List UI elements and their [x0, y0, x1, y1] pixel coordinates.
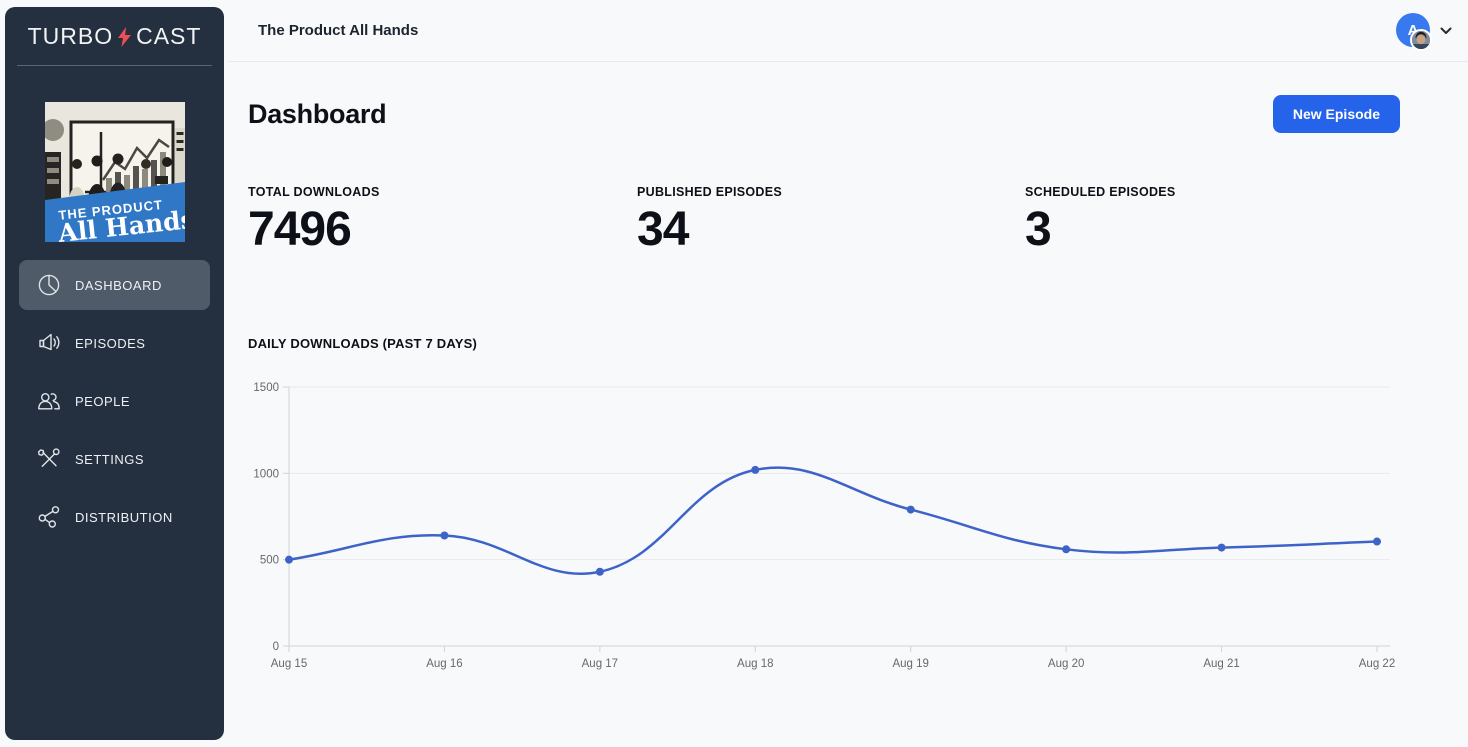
tools-icon [37, 448, 60, 467]
podcast-title: The Product All Hands [258, 22, 419, 39]
lightning-bolt-icon [118, 26, 132, 47]
dashboard-content: Dashboard New Episode TOTAL DOWNLOADS 74… [228, 95, 1468, 679]
app-logo: TURBO CAST [5, 23, 224, 50]
sidebar-item-dashboard[interactable]: DASHBOARD [19, 260, 210, 310]
topbar: The Product All Hands A [228, 0, 1468, 62]
logo-text-cast: CAST [136, 23, 202, 49]
megaphone-icon [39, 333, 60, 351]
svg-text:1000: 1000 [253, 468, 279, 480]
cover-banner [44, 182, 185, 242]
people-icon [38, 393, 60, 410]
svg-text:0: 0 [273, 641, 279, 653]
logo-text-turbo: TURBO [27, 23, 114, 49]
stat-scheduled-episodes: SCHEDULED EPISODES 3 [1025, 185, 1400, 254]
downloads-chart-section: DAILY DOWNLOADS (PAST 7 DAYS) 0 500 1000 15… [248, 336, 1400, 679]
svg-text:Aug 16: Aug 16 [426, 658, 462, 670]
stat-value: 3 [1025, 203, 1052, 256]
chevron-down-icon[interactable] [1440, 27, 1452, 35]
svg-text:1500: 1500 [253, 382, 279, 394]
sidebar-item-label: DISTRIBUTION [75, 509, 173, 525]
downloads-chart[interactable]: 0 500 1000 1500 Aug 15 Aug 16 Aug 17 Aug 18 Aug … [248, 379, 1400, 679]
share-icon [38, 506, 60, 528]
pie-chart-icon [38, 274, 60, 296]
podcast-cover-art: THE PRODUCT All Hands [44, 102, 185, 242]
stat-published-episodes: PUBLISHED EPISODES 34 [637, 185, 1025, 254]
stat-total-downloads: TOTAL DOWNLOADS 7496 [248, 185, 637, 254]
sidebar-item-label: SETTINGS [75, 451, 145, 467]
page-title: Dashboard [248, 98, 387, 129]
sidebar-nav: DASHBOARD EPISODES PEOPLE [5, 260, 224, 542]
svg-text:Aug 19: Aug 19 [892, 658, 928, 670]
main-area: The Product All Hands A Dashboard [228, 0, 1468, 747]
sidebar-item-label: EPISODES [75, 335, 146, 351]
account-menu: A [1396, 8, 1458, 53]
svg-text:Aug 18: Aug 18 [737, 658, 773, 670]
stat-label: TOTAL DOWNLOADS [248, 185, 380, 199]
sidebar-divider [17, 65, 212, 66]
sidebar: TURBO CAST [5, 7, 224, 740]
svg-text:Aug 17: Aug 17 [582, 658, 618, 670]
avatar-photo [1410, 29, 1432, 51]
svg-text:Aug 15: Aug 15 [271, 658, 307, 670]
chart-title: DAILY DOWNLOADS (PAST 7 DAYS) [248, 336, 477, 351]
stats-row: TOTAL DOWNLOADS 7496 PUBLISHED EPISODES … [248, 185, 1400, 254]
avatar[interactable]: A [1396, 13, 1434, 53]
svg-text:Aug 22: Aug 22 [1359, 658, 1395, 670]
stat-value: 34 [637, 203, 689, 256]
sidebar-item-label: PEOPLE [75, 393, 131, 409]
svg-text:500: 500 [260, 555, 279, 567]
sidebar-item-episodes[interactable]: EPISODES [19, 318, 210, 368]
stat-value: 7496 [248, 203, 352, 256]
stat-label: SCHEDULED EPISODES [1025, 185, 1176, 199]
sidebar-item-settings[interactable]: SETTINGS [19, 434, 210, 484]
stat-label: PUBLISHED EPISODES [637, 185, 783, 199]
sidebar-item-people[interactable]: PEOPLE [19, 376, 210, 426]
svg-text:Aug 20: Aug 20 [1048, 658, 1084, 670]
new-episode-button[interactable]: New Episode [1272, 95, 1400, 133]
sidebar-item-distribution[interactable]: DISTRIBUTION [19, 492, 210, 542]
svg-text:Aug 21: Aug 21 [1203, 658, 1239, 670]
sidebar-item-label: DASHBOARD [75, 277, 162, 293]
